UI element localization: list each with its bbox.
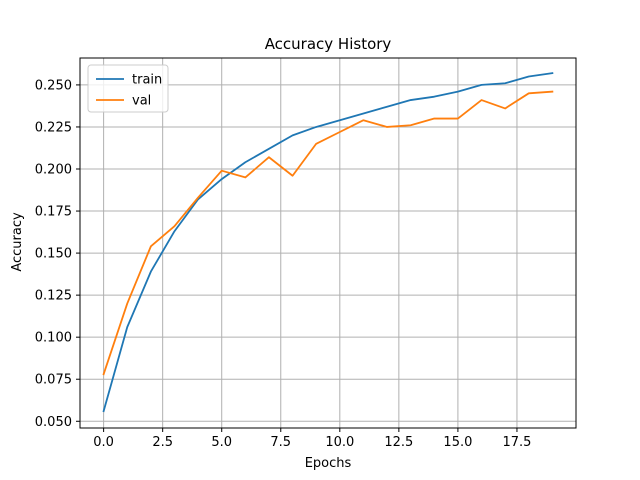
x-tick-label: 17.5 bbox=[502, 435, 531, 450]
x-tick-label: 0.0 bbox=[93, 435, 114, 450]
y-tick-label: 0.125 bbox=[35, 289, 72, 304]
series-line-val bbox=[102, 90, 554, 376]
chart-title: Accuracy History bbox=[265, 35, 392, 53]
legend-label-train: train bbox=[132, 73, 162, 88]
y-tick-label: 0.250 bbox=[35, 78, 72, 93]
x-tick-label: 12.5 bbox=[384, 435, 413, 450]
x-tick-label: 15.0 bbox=[443, 435, 472, 450]
y-axis-label: Accuracy bbox=[10, 212, 25, 272]
y-tick-label: 0.175 bbox=[35, 205, 72, 220]
legend-label-val: val bbox=[132, 94, 151, 109]
y-tick-label: 0.100 bbox=[35, 331, 72, 346]
y-tick-label: 0.150 bbox=[35, 247, 72, 262]
x-tick-label: 7.5 bbox=[270, 435, 291, 450]
x-tick-label: 2.5 bbox=[152, 435, 173, 450]
y-axis: 0.050 0.075 0.100 0.125 0.150 0.175 0.200 0.225… bbox=[35, 78, 80, 430]
plot-frame bbox=[79, 57, 577, 429]
series-group bbox=[102, 72, 554, 413]
x-axis: 0.0 2.5 5.0 7.5 10.0 12.5 15.0 17.5 bbox=[93, 428, 531, 450]
series-line-train bbox=[102, 72, 554, 413]
x-tick-label: 10.0 bbox=[325, 435, 354, 450]
x-tick-label: 5.0 bbox=[211, 435, 232, 450]
y-tick-label: 0.200 bbox=[35, 163, 72, 178]
legend: train val bbox=[87, 64, 169, 113]
y-tick-label: 0.225 bbox=[35, 120, 72, 135]
y-tick-label: 0.075 bbox=[35, 373, 72, 388]
x-axis-label: Epochs bbox=[305, 456, 352, 471]
y-tick-label: 0.050 bbox=[35, 415, 72, 430]
